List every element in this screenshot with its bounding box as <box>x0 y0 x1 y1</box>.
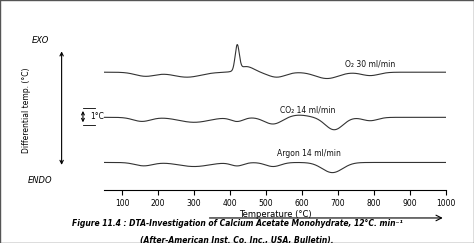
Text: Figure 11.4 : DTA-Investigation of Calcium Acetate Monohydrate, 12°C. min⁻¹: Figure 11.4 : DTA-Investigation of Calci… <box>72 219 402 228</box>
X-axis label: Temperature (°C): Temperature (°C) <box>238 210 311 219</box>
Text: O₂ 30 ml/min: O₂ 30 ml/min <box>345 60 395 69</box>
Text: CO₂ 14 ml/min: CO₂ 14 ml/min <box>280 105 336 114</box>
Text: 1°C: 1°C <box>90 112 104 121</box>
Text: ENDO: ENDO <box>28 176 53 185</box>
Text: Differential temp. (°C): Differential temp. (°C) <box>22 68 30 153</box>
Text: (After-American Inst. Co. Inc., USA, Bulletin).: (After-American Inst. Co. Inc., USA, Bul… <box>140 236 334 243</box>
Text: EXO: EXO <box>32 36 49 45</box>
Text: Argon 14 ml/min: Argon 14 ml/min <box>277 149 341 158</box>
